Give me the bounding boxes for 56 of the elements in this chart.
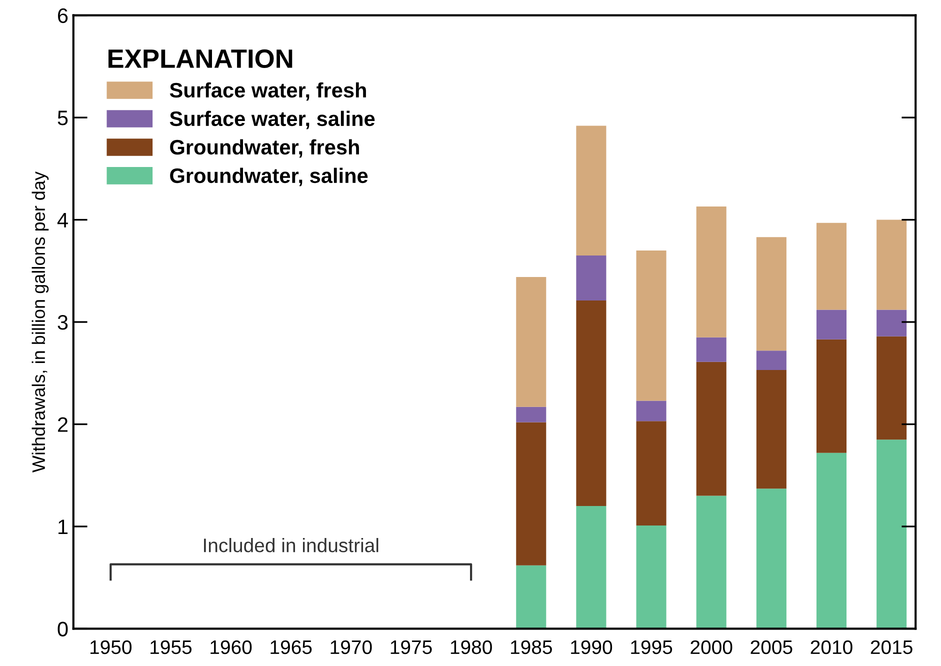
x-tick-label: 1990 — [571, 640, 612, 654]
x-tick-label: 1980 — [450, 640, 492, 654]
bar — [696, 337, 726, 362]
x-tick-label: 1955 — [150, 640, 192, 654]
bar — [636, 250, 666, 401]
x-tick-label: 1960 — [210, 640, 252, 654]
x-tick-label: 1985 — [510, 640, 552, 654]
y-tick-label: 0 — [58, 622, 68, 636]
bar — [816, 452, 847, 629]
bar — [756, 237, 786, 351]
bar — [636, 525, 666, 629]
y-tick-label: 5 — [58, 110, 68, 126]
bar — [636, 421, 666, 526]
bar — [816, 222, 847, 310]
legend-label: Groundwater, fresh — [170, 139, 359, 158]
bar — [876, 310, 907, 336]
bar — [516, 277, 546, 407]
bar — [876, 440, 907, 629]
bar — [576, 506, 606, 629]
y-tick-label: 3 — [58, 315, 68, 330]
x-tick-label: 2010 — [810, 640, 852, 654]
y-tick-label: 1 — [58, 520, 68, 534]
bar — [696, 362, 726, 496]
y-tick-label: 6 — [58, 8, 68, 24]
bar — [516, 406, 546, 422]
bar — [516, 565, 546, 629]
x-tick-label: 1975 — [390, 640, 432, 654]
bar — [576, 256, 606, 301]
x-tick-label: 1965 — [270, 640, 312, 654]
annotation: Included in industrial — [204, 538, 378, 552]
bar — [516, 422, 546, 566]
x-tick-label: 2005 — [750, 640, 792, 654]
legend-label: Groundwater, saline — [170, 168, 368, 186]
legend-title: EXPLANATION — [108, 49, 292, 68]
x-tick-label: 1970 — [330, 640, 372, 654]
x-tick-label: 2000 — [690, 640, 732, 654]
x-tick-label: 1995 — [631, 640, 672, 654]
x-tick-label: 1950 — [90, 640, 132, 654]
bar — [876, 220, 907, 310]
bar — [816, 310, 847, 340]
bar — [696, 496, 726, 629]
bar — [636, 400, 666, 422]
bar — [756, 488, 786, 629]
bar — [816, 339, 847, 453]
y-tick-label: 2 — [58, 417, 68, 432]
x-tick-label: 2015 — [870, 640, 912, 654]
bar — [696, 206, 726, 338]
y-axis-title: Withdrawals, in billion gallons per day — [32, 172, 49, 472]
y-tick-label: 4 — [57, 212, 68, 228]
bar — [576, 300, 606, 506]
bar — [756, 350, 786, 370]
bar — [876, 336, 907, 440]
legend-label: Surface water, saline — [170, 110, 375, 130]
legend-label: Surface water, fresh — [170, 82, 366, 101]
bar — [576, 126, 606, 256]
bar — [756, 370, 786, 489]
